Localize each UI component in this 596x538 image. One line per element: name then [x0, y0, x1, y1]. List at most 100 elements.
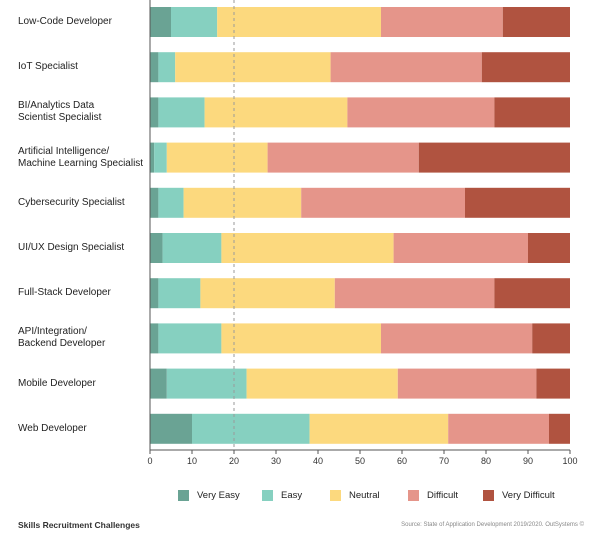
bar-segment	[418, 142, 570, 173]
bar-segment	[309, 413, 449, 444]
category-label: Cybersecurity Specialist	[18, 197, 125, 209]
bar-segment	[330, 52, 482, 83]
x-tick-label: 100	[562, 456, 577, 466]
category-label-line: UI/UX Design Specialist	[18, 242, 125, 253]
bar-segment	[154, 142, 167, 173]
bar-segment	[175, 52, 331, 83]
category-label: Web Developer	[18, 423, 87, 435]
bar-segment	[246, 368, 398, 399]
x-tick-label: 40	[313, 456, 323, 466]
category-label-line: Artificial Intelligence/	[18, 145, 110, 157]
x-tick-label: 80	[481, 456, 491, 466]
x-tick-label: 30	[271, 456, 281, 466]
category-label-line: Full-Stack Developer	[18, 287, 111, 299]
bar-segment	[150, 142, 155, 173]
bar-segment	[192, 413, 310, 444]
legend-item: Neutral	[330, 488, 380, 502]
footer-title: Skills Recruitment Challenges	[18, 520, 140, 530]
category-label-line: API/Integration/	[18, 326, 87, 338]
bar-segment	[166, 142, 268, 173]
legend-item: Difficult	[408, 488, 458, 502]
category-label-line: Backend Developer	[18, 338, 106, 350]
bar-segment	[465, 187, 570, 218]
bar-segment	[204, 97, 348, 128]
legend-swatch	[408, 489, 419, 501]
legend-swatch	[262, 489, 273, 501]
legend-label: Very Difficult	[502, 489, 555, 501]
legend-item: Very Easy	[178, 488, 240, 502]
category-label: Artificial Intelligence/Machine Learning…	[18, 146, 143, 170]
category-label: Full-Stack Developer	[18, 287, 111, 299]
bar-segment	[494, 278, 570, 309]
footer-source: Source: State of Application Development…	[401, 522, 584, 528]
category-label-line: Machine Learning Specialist	[18, 157, 144, 169]
bar-segment	[536, 368, 570, 399]
legend-swatch	[483, 489, 494, 501]
bar-segment	[150, 7, 171, 37]
bar-segment	[150, 187, 159, 218]
bar-segment	[150, 368, 167, 399]
legend-label: Difficult	[427, 489, 458, 501]
category-label: IoT Specialist	[18, 61, 78, 73]
x-tick-label: 60	[397, 456, 407, 466]
bar-segment	[171, 7, 218, 37]
bar-segment	[549, 413, 570, 444]
legend-label: Easy	[281, 489, 303, 501]
category-label-line: Scientist Specialist	[18, 112, 102, 124]
bar-segment	[158, 323, 222, 354]
bar-segment	[200, 278, 335, 309]
legend-label: Very Easy	[197, 489, 240, 501]
bar-segment	[158, 97, 205, 128]
category-label: UI/UX Design Specialist	[18, 242, 124, 254]
bar-segment	[448, 413, 549, 444]
bar-segment	[221, 233, 394, 263]
bar-segment	[158, 278, 201, 309]
legend-item: Easy	[262, 488, 302, 502]
bar-segment	[217, 7, 381, 37]
x-tick-label: 50	[355, 456, 365, 466]
category-label: Mobile Developer	[18, 378, 96, 390]
bar-segment	[347, 97, 495, 128]
x-tick-label: 10	[187, 456, 197, 466]
x-tick-label: 0	[147, 456, 152, 466]
bar-segment	[150, 97, 159, 128]
legend-swatch	[330, 489, 341, 501]
bar-segment	[502, 7, 570, 37]
bar-segment	[150, 52, 159, 83]
x-tick-label: 70	[439, 456, 449, 466]
bar-segment	[381, 323, 533, 354]
bar-segment	[301, 187, 465, 218]
bar-segment	[532, 323, 570, 354]
bar-segment	[528, 233, 570, 263]
category-label: BI/Analytics Data Scientist Specialist	[18, 100, 101, 124]
bar-segment	[162, 233, 222, 263]
category-label-line: Mobile Developer	[18, 377, 96, 389]
bar-segment	[150, 233, 163, 263]
bar-segment	[150, 323, 159, 354]
x-tick-label: 20	[229, 456, 239, 466]
bar-segment	[158, 52, 176, 83]
bar-segment	[150, 413, 192, 444]
category-label-line: Web Developer	[18, 422, 87, 434]
bar-segment	[393, 233, 528, 263]
bar-segment	[267, 142, 419, 173]
legend-label: Neutral	[349, 489, 380, 501]
category-label: Low-Code Developer	[18, 16, 112, 28]
legend-item: Very Difficult	[483, 488, 555, 502]
bar-segment	[183, 187, 302, 218]
bar-segment	[494, 97, 570, 128]
category-label-line: Low-Code Developer	[18, 16, 112, 27]
bar-segment	[150, 278, 159, 309]
bar-segment	[481, 52, 570, 83]
x-tick-label: 90	[523, 456, 533, 466]
legend-swatch	[178, 489, 189, 501]
bar-segment	[158, 187, 184, 218]
bar-segment	[221, 323, 381, 354]
bar-segment	[166, 368, 247, 399]
category-label-line: BI/Analytics Data	[18, 100, 95, 112]
category-label-line: Cybersecurity Specialist	[18, 196, 125, 208]
category-label-line: IoT Specialist	[18, 61, 78, 73]
bar-segment	[334, 278, 495, 309]
bar-segment	[397, 368, 537, 399]
